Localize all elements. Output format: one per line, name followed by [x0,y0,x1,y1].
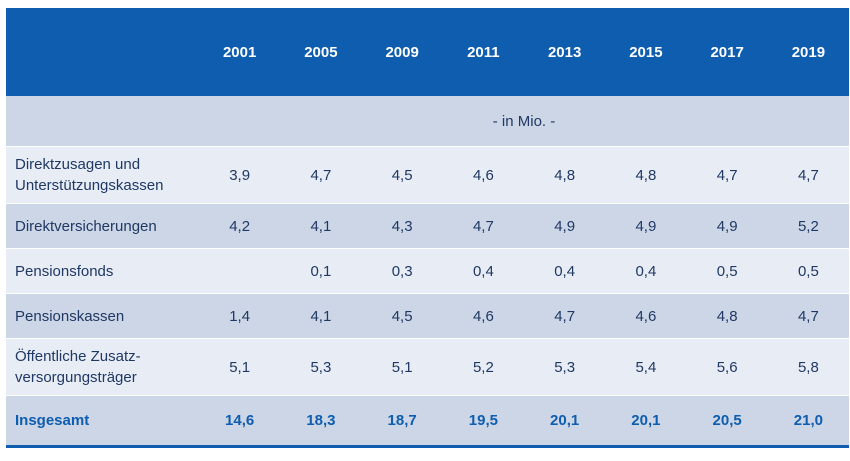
table-cell: 4,7 [280,146,362,204]
table-cell: 4,8 [605,146,687,204]
pension-table: 2001 2005 2009 2011 2013 2015 2017 2019 … [6,8,849,445]
table-cell: 5,3 [280,338,362,396]
row-label: Pensionsfonds [6,248,199,294]
table-cell: 0,4 [524,248,606,294]
column-header: 2017 [686,8,768,96]
column-header: 2013 [524,8,606,96]
total-row: Insgesamt 14,6 18,3 18,7 19,5 20,1 20,1 … [6,395,849,445]
table-cell: 0,5 [767,248,849,294]
table-cell: 4,9 [686,203,768,249]
table-cell: 4,7 [767,293,849,339]
table-cell: 0,3 [361,248,443,294]
total-cell: 20,1 [605,395,687,445]
total-cell: 14,6 [199,395,281,445]
data-table-container: 2001 2005 2009 2011 2013 2015 2017 2019 … [6,8,849,448]
column-header: 2019 [767,8,849,96]
column-header: 2015 [605,8,687,96]
table-cell: 0,4 [605,248,687,294]
row-label: Öffentliche Zusatz-versorgungsträger [6,338,199,396]
table-cell: 4,6 [605,293,687,339]
table-cell: 4,6 [442,293,524,339]
column-header: 2001 [199,8,281,96]
table-cell: 4,3 [361,203,443,249]
table-cell: 5,4 [605,338,687,396]
table-cell: 4,8 [686,293,768,339]
total-label: Insgesamt [6,395,199,445]
table-cell: 4,5 [361,293,443,339]
column-header: 2005 [280,8,362,96]
table-cell: 5,3 [524,338,606,396]
total-cell: 20,1 [524,395,606,445]
unit-row: - in Mio. - [6,96,849,147]
table-cell: 4,7 [524,293,606,339]
table-cell: 5,2 [442,338,524,396]
header-corner [6,8,199,96]
total-cell: 19,5 [442,395,524,445]
table-cell: 4,7 [686,146,768,204]
table-cell [199,248,281,294]
total-cell: 20,5 [686,395,768,445]
table-cell: 0,1 [280,248,362,294]
table-cell: 5,2 [767,203,849,249]
row-label: Direktversicherungen [6,203,199,249]
table-cell: 3,9 [199,146,281,204]
table-cell: 4,7 [442,203,524,249]
table-row: Pensionskassen 1,4 4,1 4,5 4,6 4,7 4,6 4… [6,293,849,339]
table-cell: 0,5 [686,248,768,294]
column-header: 2009 [361,8,443,96]
table-cell: 1,4 [199,293,281,339]
table-cell: 5,1 [361,338,443,396]
table-row: Öffentliche Zusatz-versorgungsträger 5,1… [6,338,849,396]
total-cell: 21,0 [767,395,849,445]
table-cell: 5,1 [199,338,281,396]
total-cell: 18,3 [280,395,362,445]
table-cell: 0,4 [442,248,524,294]
table-cell: 4,7 [767,146,849,204]
table-cell: 4,2 [199,203,281,249]
table-cell: 4,9 [524,203,606,249]
table-cell: 4,6 [442,146,524,204]
table-cell: 5,6 [686,338,768,396]
table-row: Direktzusagen und Unterstützungskassen 3… [6,146,849,204]
table-cell: 4,8 [524,146,606,204]
row-label: Direktzusagen und Unterstützungskassen [6,146,199,204]
bottom-rule [6,445,849,448]
table-row: Direktversicherungen 4,2 4,1 4,3 4,7 4,9… [6,203,849,249]
table-cell: 4,9 [605,203,687,249]
row-label: Pensionskassen [6,293,199,339]
table-cell: 4,1 [280,293,362,339]
total-cell: 18,7 [361,395,443,445]
table-row: Pensionsfonds 0,1 0,3 0,4 0,4 0,4 0,5 0,… [6,248,849,294]
column-header: 2011 [442,8,524,96]
header-row: 2001 2005 2009 2011 2013 2015 2017 2019 [6,8,849,96]
table-cell: 5,8 [767,338,849,396]
unit-label: - in Mio. - [199,96,849,147]
unit-row-spacer [6,96,199,147]
table-cell: 4,5 [361,146,443,204]
table-cell: 4,1 [280,203,362,249]
